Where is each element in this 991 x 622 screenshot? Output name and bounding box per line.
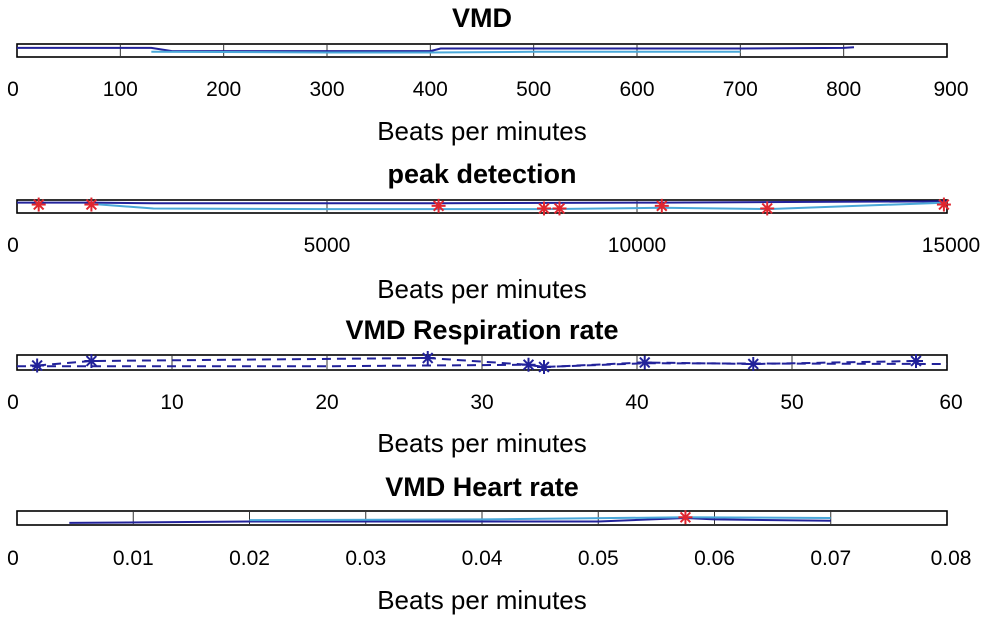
data-point-marker <box>31 197 46 212</box>
chart-panel-2: peak detection 0 5000 10000 15000 Beats per m… <box>7 159 980 304</box>
x-tick-label: 200 <box>206 78 241 101</box>
x-axis-label: Beats per minutes <box>377 116 587 146</box>
x-tick-label: 400 <box>413 78 448 101</box>
x-axis-label: Beats per minutes <box>377 585 587 615</box>
x-tick-label: 0.03 <box>345 547 386 570</box>
series-line-1 <box>17 200 948 205</box>
series-line-2 <box>249 516 831 522</box>
chart-title: peak detection <box>387 159 576 189</box>
x-tick-label: 0.04 <box>462 547 503 570</box>
data-point-marker <box>760 201 775 216</box>
data-point-marker <box>431 198 446 213</box>
x-tick-label: 30 <box>470 391 493 414</box>
x-tick-label: 0.01 <box>113 547 154 570</box>
data-point-marker <box>84 197 99 212</box>
series-line-2 <box>151 50 741 54</box>
x-tick-label: 10 <box>160 391 183 414</box>
data-point-marker <box>678 510 693 525</box>
chart-panel-4: VMD Heart rate 0 0.01 0.02 0.03 0.04 0.05 0.06 0… <box>7 472 971 615</box>
series-line-1 <box>17 46 855 53</box>
x-tick-label: 0.05 <box>578 547 619 570</box>
x-tick-label: 0.02 <box>229 547 270 570</box>
x-tick-label: 50 <box>780 391 803 414</box>
x-tick-label: 0 <box>7 234 19 257</box>
x-tick-label: 0.06 <box>694 547 735 570</box>
series-line-1 <box>69 516 831 524</box>
data-point-marker <box>84 354 99 368</box>
x-tick-label: 60 <box>939 391 962 414</box>
x-tick-label: 0.08 <box>931 547 972 570</box>
x-tick-label: 100 <box>103 78 138 101</box>
data-point-marker <box>420 351 435 365</box>
chart-title: VMD Heart rate <box>385 472 579 502</box>
x-tick-label: 0 <box>7 547 19 570</box>
x-tick-label: 20 <box>315 391 338 414</box>
plot-area <box>16 43 948 58</box>
data-point-marker <box>537 201 551 216</box>
x-axis-label: Beats per minutes <box>377 274 587 304</box>
x-tick-label: 0 <box>7 78 19 101</box>
data-point-marker <box>909 354 923 368</box>
data-point-marker <box>552 201 567 216</box>
x-tick-label: 800 <box>826 78 861 101</box>
x-tick-label: 40 <box>625 391 648 414</box>
x-tick-label: 900 <box>933 78 968 101</box>
chart-panel-1: VMD 0 100 200 300 400 500 600 700 800 900 Beats per… <box>7 3 968 146</box>
x-tick-label: 0 <box>7 391 19 414</box>
series-line-1 <box>37 356 917 369</box>
x-tick-label: 0.07 <box>810 547 851 570</box>
x-tick-label: 5000 <box>304 234 351 257</box>
data-point-marker <box>936 197 951 212</box>
chart-title: VMD Respiration rate <box>345 315 618 345</box>
x-tick-label: 15000 <box>922 234 980 257</box>
chart-panel-3: VMD Respiration rate 0 10 20 30 40 50 60 Beats p… <box>7 315 963 458</box>
x-tick-label: 500 <box>516 78 551 101</box>
series-line-2 <box>17 362 948 369</box>
chart-title: VMD <box>452 3 512 33</box>
x-tick-label: 700 <box>723 78 758 101</box>
x-tick-label: 600 <box>619 78 654 101</box>
x-axis-label: Beats per minutes <box>377 428 587 458</box>
data-point-marker <box>654 198 669 213</box>
x-tick-label: 10000 <box>608 234 666 257</box>
x-tick-label: 300 <box>309 78 344 101</box>
